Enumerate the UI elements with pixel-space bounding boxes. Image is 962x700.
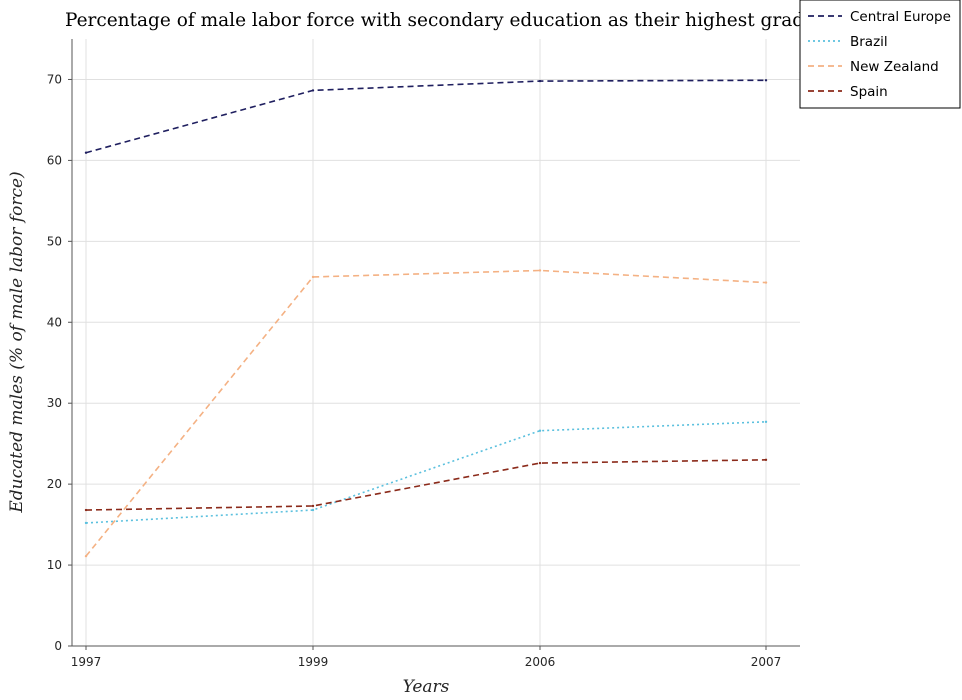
- data-point-spain: [764, 458, 768, 462]
- series-line-new-zealand: [85, 269, 767, 557]
- data-point-new-zealand: [311, 275, 315, 279]
- data-point-new-zealand: [84, 554, 88, 558]
- chart-title: Percentage of male labor force with seco…: [65, 10, 815, 31]
- y-axis-label: Educated males (% of male labor force): [7, 171, 27, 513]
- legend-label: Brazil: [850, 34, 888, 50]
- x-tick-label: 2006: [525, 655, 556, 669]
- y-tick-label: 40: [47, 315, 62, 329]
- series-line-central-europe: [85, 79, 767, 154]
- data-point-central-europe: [538, 79, 542, 83]
- data-point-brazil: [538, 429, 542, 432]
- data-point-central-europe: [764, 79, 768, 82]
- y-tick-label: 0: [54, 639, 62, 653]
- legend-label: Spain: [850, 84, 888, 100]
- x-tick-label: 2007: [751, 655, 782, 669]
- data-point-spain: [538, 461, 542, 465]
- data-point-spain: [84, 508, 88, 512]
- data-point-central-europe: [84, 151, 88, 154]
- y-tick-label: 10: [47, 558, 62, 572]
- series-line-spain: [85, 459, 767, 511]
- data-point-brazil: [84, 521, 88, 525]
- y-tick-label: 60: [47, 153, 62, 167]
- legend-label: Central Europe: [850, 9, 951, 25]
- legend-label: New Zealand: [850, 59, 939, 75]
- y-tick-label: 20: [47, 477, 62, 491]
- y-tick-label: 70: [47, 72, 62, 86]
- data-point-new-zealand: [538, 269, 542, 272]
- data-point-spain: [311, 504, 315, 508]
- legend-box: [799, 0, 961, 109]
- x-tick-label: 1999: [298, 655, 329, 669]
- legend: Central Europe Brazil New Zealand Spain: [799, 0, 961, 109]
- x-tick-label: 1997: [71, 655, 102, 669]
- series-line-brazil: [85, 421, 767, 524]
- grid: [72, 39, 800, 647]
- data-point-brazil: [764, 420, 768, 424]
- data-point-brazil: [311, 508, 315, 512]
- data-point-central-europe: [311, 89, 315, 92]
- axes: 0 10 20 30 40 50 60 70 1997 1999 2006 2007: [47, 39, 800, 669]
- series-lines: [84, 79, 768, 558]
- y-tick-label: 30: [47, 396, 62, 410]
- data-point-new-zealand: [764, 281, 768, 284]
- plot-area: [72, 39, 800, 646]
- x-axis-label: Years: [403, 677, 450, 697]
- y-tick-label: 50: [47, 234, 62, 248]
